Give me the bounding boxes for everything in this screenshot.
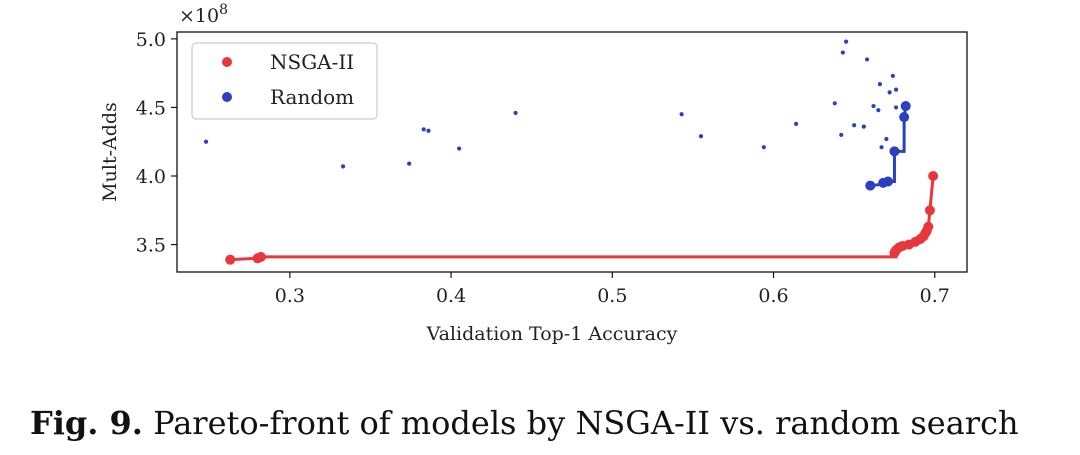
random-point <box>876 108 881 113</box>
random-point <box>884 136 889 142</box>
random-point <box>513 110 518 116</box>
x-tick-label: 0.3 <box>275 285 305 307</box>
random-point <box>698 134 704 139</box>
y-tick-label: 3.5 <box>136 235 166 257</box>
y-tick-label: 4.0 <box>136 166 166 188</box>
random-point <box>340 164 346 169</box>
nsga-point <box>255 251 266 262</box>
random-front-point <box>889 146 900 157</box>
random-point <box>421 127 426 132</box>
x-tick-label: 0.4 <box>436 285 466 307</box>
random-point <box>877 82 883 87</box>
random-point <box>407 161 412 166</box>
random-point <box>893 105 899 110</box>
random-point <box>852 123 857 128</box>
x-tick-label: 0.7 <box>920 285 950 307</box>
pareto-scatter-chart: 0.3 0.4 0.5 0.6 0.7 3.5 4.0 4.5 5.0 Validation To… <box>99 2 968 345</box>
random-point <box>794 121 799 126</box>
legend-label-random: Random <box>270 85 354 109</box>
x-axis-label: Validation Top-1 Accuracy <box>426 323 678 345</box>
random-front-point <box>900 101 911 112</box>
figure-label: Fig. 9. <box>30 404 143 442</box>
legend-marker-random <box>222 92 232 102</box>
random-point <box>893 87 899 92</box>
random-point <box>861 124 866 129</box>
random-point <box>871 103 876 109</box>
plot-layer: 0.3 0.4 0.5 0.6 0.7 3.5 4.0 4.5 5.0 Validation To… <box>99 2 968 345</box>
y-tick-label: 4.5 <box>136 97 166 119</box>
nsga-point <box>225 254 236 265</box>
random-front-point <box>865 180 876 191</box>
random-point <box>843 39 849 44</box>
nsga-point <box>924 205 935 216</box>
legend-label-nsga: NSGA-II <box>270 50 354 74</box>
nsga-point <box>928 171 939 181</box>
legend-box <box>191 42 378 120</box>
x-tick-label: 0.5 <box>597 285 627 307</box>
random-front-point <box>883 176 893 187</box>
nsga-pareto-front-line <box>230 175 935 262</box>
random-point <box>203 139 209 144</box>
random-point <box>887 90 892 95</box>
chart-figure: 0.3 0.4 0.5 0.6 0.7 3.5 4.0 4.5 5.0 Validation To… <box>99 2 968 345</box>
nsga-point <box>923 221 934 232</box>
random-point <box>761 145 766 150</box>
random-point <box>832 101 837 106</box>
random-point <box>457 146 462 151</box>
legend-marker-nsga <box>222 57 232 67</box>
figure-caption: Fig. 9. Pareto-front of models by NSGA-I… <box>30 404 1070 442</box>
y-axis-label: Mult-Adds <box>99 102 121 202</box>
random-point <box>839 132 844 137</box>
y-tick-label: 5.0 <box>136 29 166 51</box>
random-point <box>426 128 431 133</box>
y-multiplier-label: ×108 <box>179 2 228 27</box>
random-point <box>679 112 684 117</box>
random-front-point <box>899 112 910 123</box>
random-point <box>890 73 895 78</box>
random-point <box>879 145 884 150</box>
figure-caption-text: Pareto-front of models by NSGA-II vs. ra… <box>153 404 1019 442</box>
x-tick-label: 0.6 <box>758 285 788 307</box>
random-point <box>840 50 845 55</box>
plot-frame <box>176 31 968 273</box>
random-point <box>864 57 870 62</box>
